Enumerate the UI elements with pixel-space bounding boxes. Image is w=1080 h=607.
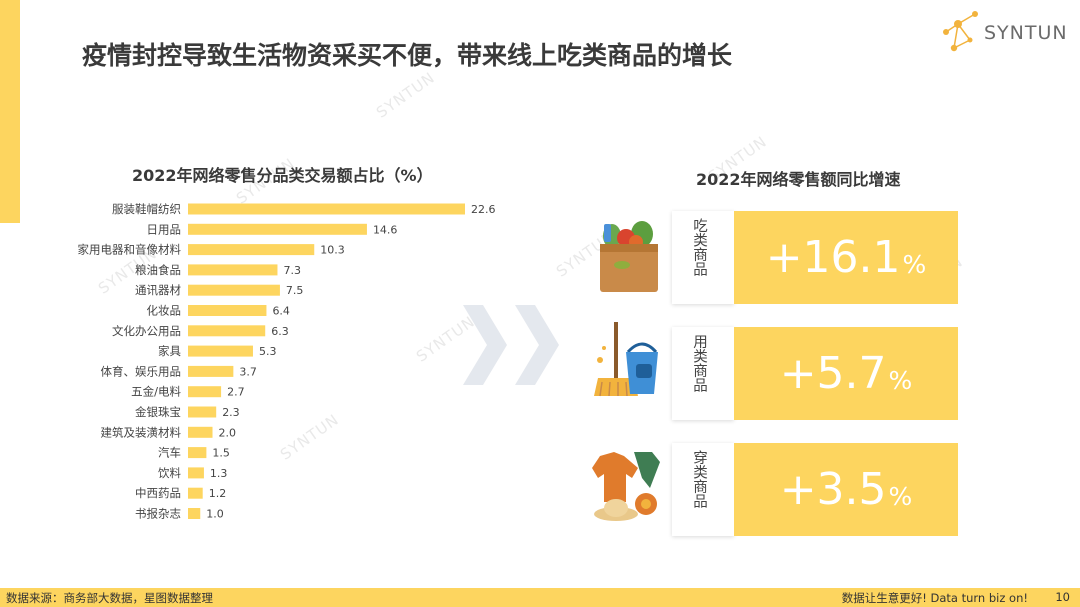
- growth-category-label: 穿类商品: [691, 450, 707, 508]
- value-label: 1.5: [212, 447, 230, 460]
- bar: [188, 264, 278, 276]
- bar: [188, 325, 266, 337]
- growth-value-unit: %: [888, 482, 913, 511]
- bar-chart: 服装鞋帽纺织 22.6 日用品 14.6 家用电器和音像材料 10.3 粮油食品 7.3 通讯器…: [78, 202, 496, 521]
- page-title: 疫情封控导致生活物资采买不便，带来线上吃类商品的增长: [82, 41, 733, 70]
- growth-value-box: +16.1%: [734, 211, 958, 304]
- bar: [188, 203, 465, 215]
- bar: [188, 426, 213, 438]
- clothing-icon: [592, 452, 660, 521]
- category-label: 服装鞋帽纺织: [112, 202, 181, 216]
- category-label: 书报杂志: [135, 507, 181, 521]
- value-label: 6.3: [271, 325, 289, 338]
- growth-title: 2022年网络零售额同比增速: [696, 170, 901, 189]
- bar: [188, 406, 217, 418]
- category-label: 通讯器材: [135, 283, 181, 297]
- category-label: 汽车: [158, 446, 181, 460]
- bar: [188, 345, 253, 357]
- left-accent-bar: [0, 0, 20, 223]
- category-label: 五金/电料: [131, 385, 181, 399]
- value-label: 7.5: [286, 284, 304, 297]
- growth-value-number: +5.7: [779, 348, 887, 399]
- category-label: 金银珠宝: [135, 405, 181, 419]
- value-label: 3.7: [239, 365, 256, 378]
- value-label: 7.3: [283, 264, 301, 277]
- value-label: 1.3: [210, 467, 228, 480]
- growth-value: +5.7%: [734, 327, 958, 420]
- food-basket-icon: [600, 221, 658, 292]
- cleaning-supplies-icon: [594, 322, 658, 397]
- growth-value-number: +16.1: [765, 232, 901, 283]
- category-label: 体育、娱乐用品: [101, 364, 182, 378]
- growth-value-box: +3.5%: [734, 443, 958, 536]
- bar: [188, 244, 315, 256]
- growth-card-clothing: 穿类商品 +3.5%: [672, 443, 958, 536]
- bar: [188, 447, 207, 459]
- page-number: 10: [1055, 590, 1070, 604]
- value-label: 6.4: [272, 305, 290, 318]
- logo-text: SYNTUN: [984, 22, 1068, 44]
- footer-bar: 数据来源：商务部大数据，星图数据整理 数据让生意更好! Data turn bi…: [0, 588, 1080, 607]
- value-label: 5.3: [259, 345, 277, 358]
- category-label: 文化办公用品: [112, 324, 181, 338]
- value-label: 1.2: [209, 487, 227, 500]
- growth-card-label-box: 穿类商品: [672, 443, 734, 536]
- growth-value: +3.5%: [734, 443, 958, 536]
- category-label: 化妆品: [147, 304, 182, 318]
- growth-value-number: +3.5: [779, 464, 887, 515]
- value-label: 14.6: [373, 223, 398, 236]
- value-label: 10.3: [320, 244, 345, 257]
- growth-card-label-box: 用类商品: [672, 327, 734, 420]
- growth-value: +16.1%: [734, 211, 958, 304]
- growth-value-box: +5.7%: [734, 327, 958, 420]
- category-label: 中西药品: [135, 486, 181, 500]
- footer-slogan: 数据让生意更好! Data turn biz on!: [841, 591, 1028, 605]
- growth-category-label: 吃类商品: [691, 218, 707, 276]
- syntun-logo-icon: [943, 11, 978, 52]
- growth-card-food: 吃类商品 +16.1%: [672, 211, 958, 304]
- value-label: 2.0: [219, 426, 237, 439]
- double-chevron-icon: [463, 305, 559, 385]
- category-label: 日用品: [147, 222, 182, 236]
- value-label: 1.0: [206, 508, 224, 521]
- growth-value-unit: %: [888, 366, 913, 395]
- category-label: 家用电器和音像材料: [78, 243, 182, 257]
- growth-value-unit: %: [902, 250, 927, 279]
- bar: [188, 508, 201, 519]
- footer-source: 数据来源：商务部大数据，星图数据整理: [6, 591, 213, 605]
- growth-card-label-box: 吃类商品: [672, 211, 734, 304]
- value-label: 22.6: [471, 203, 496, 216]
- growth-category-label: 用类商品: [691, 334, 707, 392]
- bar: [188, 365, 234, 377]
- bar: [188, 305, 267, 316]
- category-label: 家具: [158, 344, 181, 358]
- category-label: 粮油食品: [135, 263, 181, 277]
- bar: [188, 467, 204, 479]
- watermark: SYNTUN: [372, 68, 439, 122]
- bar: [188, 386, 222, 398]
- growth-card-goods: 用类商品 +5.7%: [672, 327, 958, 420]
- bar: [188, 284, 280, 296]
- value-label: 2.3: [222, 406, 240, 419]
- value-label: 2.7: [227, 386, 245, 399]
- bar: [188, 223, 367, 235]
- bar: [188, 487, 203, 499]
- bar-chart-title: 2022年网络零售分品类交易额占比（%）: [132, 166, 433, 185]
- category-label: 建筑及装潢材料: [101, 425, 182, 439]
- category-label: 饮料: [158, 466, 181, 480]
